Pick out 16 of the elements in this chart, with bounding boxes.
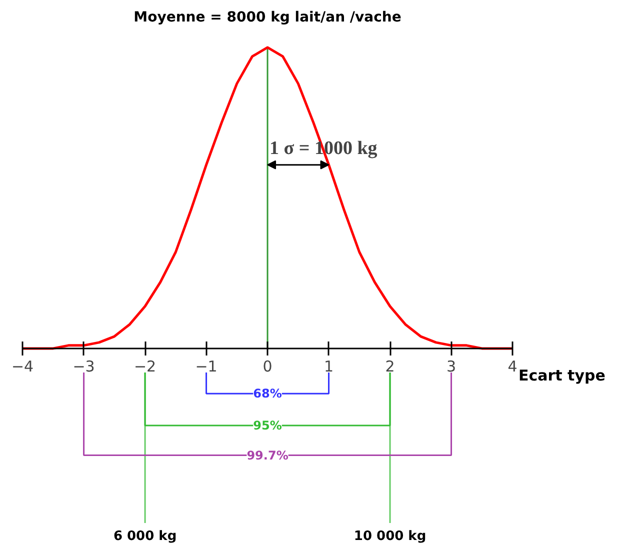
ref-line-label: 10 000 kg bbox=[354, 529, 426, 544]
x-tick-label: −2 bbox=[134, 357, 156, 376]
text: 99.7% bbox=[246, 448, 288, 462]
x-tick-label: 0 bbox=[262, 357, 272, 376]
x-tick-label: 2 bbox=[385, 357, 395, 376]
chart-title: Moyenne = 8000 kg lait/an /vache bbox=[134, 9, 402, 26]
text: 68% bbox=[253, 386, 282, 401]
x-tick-label: 1 bbox=[324, 357, 334, 376]
x-tick-label: 3 bbox=[446, 357, 456, 376]
x-tick-label: −1 bbox=[195, 357, 218, 376]
x-tick-label: −3 bbox=[72, 357, 95, 376]
x-tick-label: 4 bbox=[508, 357, 518, 376]
x-tick-label: −4 bbox=[11, 357, 34, 376]
ref-line-label: 6 000 kg bbox=[113, 529, 177, 544]
x-axis-title: Ecart type bbox=[518, 366, 606, 384]
text: 95% bbox=[253, 418, 282, 432]
